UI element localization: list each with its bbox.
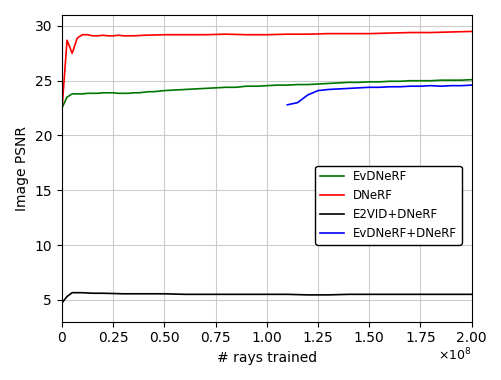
EvDNeRF+DNeRF — [427, 83, 433, 88]
EvDNeRF+DNeRF — [366, 85, 372, 90]
EvDNeRF+DNeRF — [396, 84, 402, 89]
E2VID+DNeRF — [222, 292, 228, 297]
DNeRF — [84, 32, 90, 37]
E2VID+DNeRF — [79, 290, 85, 295]
EvDNeRF — [115, 91, 121, 96]
DNeRF — [141, 33, 147, 38]
DNeRF — [74, 36, 80, 40]
EvDNeRF+DNeRF — [447, 83, 453, 88]
E2VID+DNeRF — [90, 291, 96, 296]
DNeRF — [181, 32, 187, 37]
E2VID+DNeRF — [64, 294, 70, 299]
E2VID+DNeRF — [263, 292, 269, 297]
Legend: EvDNeRF, DNeRF, E2VID+DNeRF, EvDNeRF+DNeRF: EvDNeRF, DNeRF, E2VID+DNeRF, EvDNeRF+DNe… — [315, 166, 461, 245]
E2VID+DNeRF — [427, 292, 433, 297]
EvDNeRF+DNeRF — [355, 86, 361, 90]
EvDNeRF — [457, 78, 463, 82]
Line: E2VID+DNeRF: E2VID+DNeRF — [62, 293, 471, 303]
E2VID+DNeRF — [202, 292, 208, 297]
DNeRF — [79, 32, 85, 37]
DNeRF — [120, 33, 126, 38]
Line: EvDNeRF+DNeRF: EvDNeRF+DNeRF — [287, 85, 471, 105]
E2VID+DNeRF — [447, 292, 453, 297]
EvDNeRF+DNeRF — [345, 86, 351, 91]
DNeRF — [284, 32, 290, 36]
DNeRF — [64, 38, 70, 43]
EvDNeRF+DNeRF — [437, 84, 443, 89]
DNeRF — [325, 31, 331, 36]
DNeRF — [263, 32, 269, 37]
E2VID+DNeRF — [59, 301, 65, 306]
DNeRF — [447, 30, 453, 34]
X-axis label: # rays trained: # rays trained — [216, 351, 316, 365]
EvDNeRF+DNeRF — [294, 100, 300, 105]
DNeRF — [95, 33, 101, 38]
E2VID+DNeRF — [325, 293, 331, 297]
EvDNeRF — [141, 90, 147, 95]
DNeRF — [105, 33, 111, 38]
EvDNeRF+DNeRF — [406, 84, 412, 89]
DNeRF — [222, 32, 228, 36]
E2VID+DNeRF — [161, 291, 167, 296]
DNeRF — [243, 32, 249, 37]
DNeRF — [130, 33, 136, 38]
EvDNeRF+DNeRF — [417, 84, 423, 89]
E2VID+DNeRF — [345, 292, 351, 297]
EvDNeRF — [294, 82, 300, 87]
E2VID+DNeRF — [69, 290, 75, 295]
DNeRF — [115, 33, 121, 38]
EvDNeRF+DNeRF — [468, 83, 474, 87]
DNeRF — [406, 30, 412, 35]
DNeRF — [110, 33, 116, 38]
DNeRF — [202, 32, 208, 37]
DNeRF — [100, 33, 106, 38]
E2VID+DNeRF — [304, 293, 310, 297]
Text: $\times$10$^{8}$: $\times$10$^{8}$ — [437, 346, 471, 363]
EvDNeRF+DNeRF — [315, 88, 321, 93]
EvDNeRF+DNeRF — [376, 85, 382, 90]
E2VID+DNeRF — [100, 291, 106, 296]
EvDNeRF+DNeRF — [335, 87, 341, 91]
DNeRF — [386, 31, 392, 35]
Line: DNeRF: DNeRF — [62, 32, 471, 110]
DNeRF — [366, 31, 372, 36]
Line: EvDNeRF: EvDNeRF — [62, 80, 471, 108]
E2VID+DNeRF — [406, 292, 412, 297]
E2VID+DNeRF — [181, 292, 187, 297]
EvDNeRF+DNeRF — [304, 93, 310, 97]
EvDNeRF — [59, 106, 65, 111]
EvDNeRF+DNeRF — [325, 87, 331, 92]
DNeRF — [345, 31, 351, 36]
DNeRF — [59, 108, 65, 112]
EvDNeRF — [468, 78, 474, 82]
E2VID+DNeRF — [366, 292, 372, 297]
E2VID+DNeRF — [284, 292, 290, 297]
DNeRF — [90, 33, 96, 38]
DNeRF — [69, 51, 75, 55]
DNeRF — [427, 30, 433, 35]
E2VID+DNeRF — [386, 292, 392, 297]
E2VID+DNeRF — [120, 291, 126, 296]
E2VID+DNeRF — [468, 292, 474, 297]
EvDNeRF+DNeRF — [386, 84, 392, 89]
DNeRF — [304, 32, 310, 36]
EvDNeRF+DNeRF — [457, 83, 463, 88]
E2VID+DNeRF — [74, 290, 80, 295]
DNeRF — [161, 32, 167, 37]
E2VID+DNeRF — [243, 292, 249, 297]
E2VID+DNeRF — [141, 291, 147, 296]
DNeRF — [468, 29, 474, 34]
EvDNeRF — [325, 81, 331, 86]
EvDNeRF — [135, 90, 141, 95]
EvDNeRF+DNeRF — [284, 103, 290, 107]
Y-axis label: Image PSNR: Image PSNR — [15, 126, 29, 211]
